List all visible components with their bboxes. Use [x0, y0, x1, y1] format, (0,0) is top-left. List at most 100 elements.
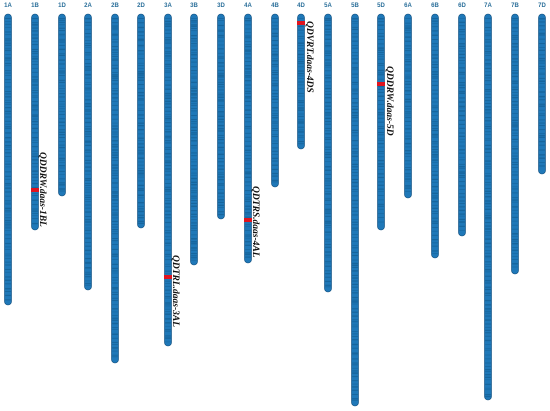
band-line — [138, 79, 144, 81]
band-line — [218, 111, 224, 113]
band-line — [85, 140, 91, 143]
band-line — [165, 121, 171, 124]
band-line — [325, 114, 331, 116]
band-line — [138, 164, 144, 166]
band-line — [191, 243, 197, 245]
band-line — [459, 141, 465, 143]
band-line — [272, 21, 278, 23]
band-line — [112, 93, 118, 95]
band-line — [432, 124, 438, 127]
band-line — [165, 125, 171, 127]
band-line — [138, 190, 144, 192]
band-line — [272, 44, 278, 46]
band-line — [485, 18, 491, 19]
band-line — [378, 63, 384, 65]
band-line — [485, 55, 491, 56]
band-line — [112, 333, 118, 335]
band-line — [191, 75, 197, 77]
band-line — [165, 325, 171, 327]
band-line — [405, 178, 411, 180]
band-line — [512, 256, 518, 257]
band-line — [112, 272, 118, 274]
band-line — [59, 42, 65, 43]
band-line — [352, 90, 358, 92]
band-line — [512, 155, 518, 157]
band-line — [325, 117, 331, 120]
band-line — [59, 121, 65, 123]
band-line — [245, 105, 251, 107]
band-line — [218, 201, 224, 203]
band-line — [85, 87, 91, 89]
band-line — [218, 121, 224, 123]
band-line — [352, 151, 358, 153]
band-line — [432, 170, 438, 172]
band-line — [165, 32, 171, 34]
band-line — [32, 208, 38, 210]
band-line — [405, 70, 411, 72]
band-line — [165, 313, 171, 315]
band-line — [272, 70, 278, 71]
band-line — [378, 213, 384, 215]
band-line — [298, 72, 304, 75]
band-line — [112, 157, 118, 159]
band-line — [485, 196, 491, 198]
chromosome-label: 1B — [31, 3, 39, 9]
band-line — [325, 149, 331, 150]
band-line — [459, 29, 465, 31]
band-line — [485, 323, 491, 325]
band-line — [85, 257, 91, 260]
band-line — [5, 113, 11, 115]
band-line — [5, 146, 11, 148]
band-line — [352, 108, 358, 111]
band-line — [325, 161, 331, 162]
band-line — [485, 358, 491, 360]
band-line — [245, 241, 251, 243]
band-line — [325, 226, 331, 228]
chromosome-bands — [191, 18, 197, 261]
band-line — [5, 120, 11, 122]
band-line — [352, 190, 358, 192]
band-line — [432, 220, 438, 222]
band-line — [5, 99, 11, 101]
band-line — [512, 88, 518, 91]
band-line — [272, 122, 278, 124]
band-line — [32, 176, 38, 178]
band-line — [405, 59, 411, 60]
band-line — [218, 146, 224, 149]
band-line — [32, 89, 38, 91]
band-line — [85, 75, 91, 77]
band-line — [432, 250, 438, 252]
band-line — [5, 59, 11, 61]
band-line — [272, 157, 278, 159]
band-line — [85, 77, 91, 79]
band-line — [459, 21, 465, 24]
band-line — [539, 162, 545, 163]
band-line — [245, 190, 251, 192]
band-line — [112, 51, 118, 53]
band-line — [5, 93, 11, 95]
band-line — [191, 85, 197, 87]
band-line — [245, 75, 251, 77]
band-line — [112, 172, 118, 174]
band-line — [85, 229, 91, 231]
band-line — [245, 128, 251, 130]
band-line — [112, 319, 118, 321]
band-line — [352, 292, 358, 294]
band-line — [325, 105, 331, 107]
band-line — [245, 238, 251, 240]
band-line — [485, 395, 491, 398]
band-line — [459, 200, 465, 202]
band-line — [298, 100, 304, 102]
band-line — [539, 113, 545, 115]
band-line — [485, 315, 491, 317]
band-line — [165, 341, 171, 343]
band-line — [112, 259, 118, 260]
band-line — [298, 57, 304, 58]
band-line — [325, 197, 331, 199]
band-line — [512, 259, 518, 260]
band-line — [272, 58, 278, 60]
band-line — [165, 232, 171, 234]
band-line — [112, 29, 118, 31]
band-line — [165, 226, 171, 228]
